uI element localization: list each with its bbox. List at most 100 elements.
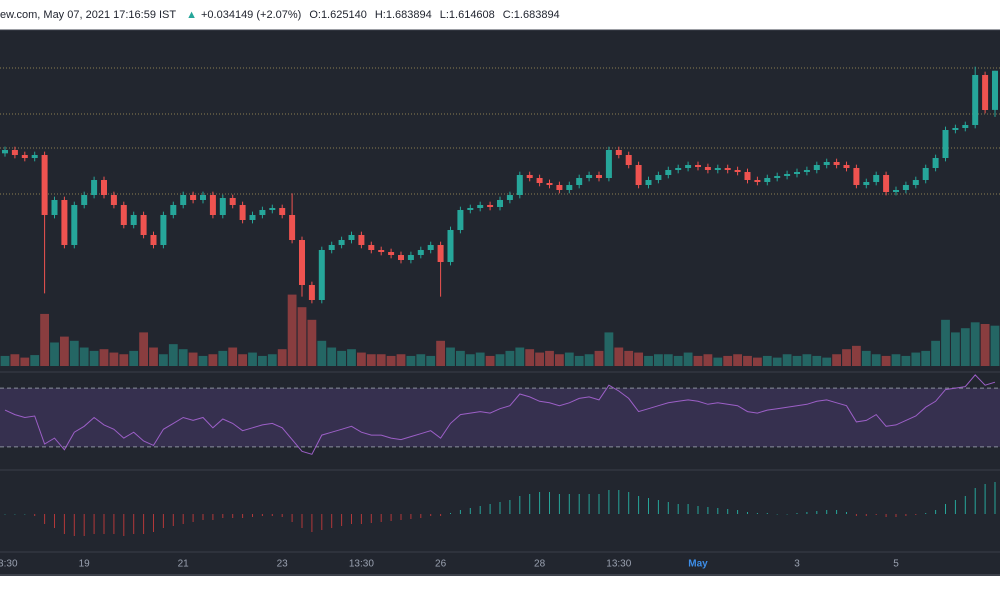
histogram-bar (252, 514, 253, 517)
volume-bar (842, 349, 851, 366)
histogram-bar (618, 490, 620, 514)
volume-bar (376, 354, 386, 366)
histogram-bar (667, 502, 669, 514)
candle-body (813, 165, 820, 170)
volume-bar (475, 352, 485, 366)
histogram-bar (519, 496, 521, 514)
histogram-bar (360, 514, 362, 524)
volume-bar (248, 352, 257, 366)
x-tick-label: 3 (794, 559, 800, 570)
histogram-bar (776, 514, 778, 515)
histogram-bar (459, 510, 461, 514)
volume-bar (277, 349, 287, 366)
histogram-bar (83, 514, 85, 536)
candle-body (190, 195, 197, 200)
histogram-bar (568, 494, 570, 514)
volume-bar (228, 347, 238, 366)
volume-bar (218, 350, 228, 366)
histogram-bar (737, 510, 739, 514)
volume-bar (861, 350, 871, 366)
volume-bar (960, 328, 970, 366)
candle-body (803, 170, 810, 172)
candle-body (982, 75, 989, 110)
histogram-bar (727, 509, 729, 514)
candle-body (516, 175, 523, 195)
histogram-bar (440, 514, 442, 516)
histogram-bar (93, 514, 95, 534)
histogram-bar (281, 514, 283, 517)
volume-bar (951, 332, 960, 366)
candle-body (31, 155, 38, 158)
volume-bar (238, 354, 247, 366)
candle-body (734, 170, 741, 172)
candle-body (744, 172, 751, 180)
volume-bar (208, 354, 218, 366)
volume-bar (871, 354, 881, 366)
histogram-bar (628, 492, 630, 514)
x-tick-label: 13:30 (349, 559, 374, 570)
rsi-band (0, 388, 1000, 447)
candle-body (912, 180, 919, 185)
histogram-bar (826, 510, 828, 514)
volume-bar (693, 355, 703, 366)
change: +0.034149 (+2.07%) (201, 9, 302, 21)
histogram-bar (24, 514, 26, 515)
histogram-bar (242, 514, 244, 518)
volume-bar (802, 354, 812, 366)
volume-bar (198, 355, 208, 366)
volume-bar (79, 347, 89, 366)
histogram-bar (162, 514, 164, 528)
volume-bar (901, 355, 911, 366)
volume-bar (139, 332, 148, 366)
histogram-bar (638, 496, 640, 514)
candle-body (437, 245, 444, 262)
histogram-bar (321, 514, 323, 530)
candle-body (427, 245, 434, 250)
volume-bar (515, 347, 525, 366)
histogram-bar (212, 514, 214, 520)
histogram-bar (54, 514, 55, 528)
histogram-bar (143, 514, 145, 534)
histogram-bar (875, 514, 877, 515)
volume-bar (881, 355, 891, 366)
candle-body (645, 180, 652, 185)
volume-bar (406, 355, 416, 366)
candle-body (685, 165, 692, 168)
histogram-bar (895, 514, 897, 517)
candle-body (992, 70, 998, 110)
histogram-bar (4, 514, 6, 515)
candle-body (348, 235, 355, 240)
histogram-bar (380, 514, 382, 522)
x-tick-label: 13:30 (0, 559, 18, 570)
candle-body (596, 175, 602, 178)
volume-bar (456, 350, 465, 366)
rsi-line (4, 374, 996, 455)
candle-body (388, 252, 395, 255)
volume-bar (762, 355, 772, 366)
candle-body (279, 208, 286, 215)
histogram-bar (756, 513, 758, 514)
volume-bar (60, 336, 69, 366)
histogram-bar (172, 514, 174, 526)
histogram-bar (945, 504, 946, 514)
histogram-bar (222, 514, 224, 518)
volume-bar (654, 354, 663, 366)
ohlc-value: 1.683894 (385, 9, 432, 21)
candle-body (497, 200, 503, 207)
candle-body (130, 215, 137, 225)
ohlc-label: O: (309, 9, 321, 21)
histogram-bar (430, 514, 432, 516)
histogram-bar (964, 496, 966, 514)
histogram-bar (855, 514, 857, 516)
candle-body (219, 198, 226, 215)
histogram-bar (311, 514, 313, 532)
volume-bar (297, 307, 307, 366)
volume-bar (426, 355, 436, 366)
candle-body (893, 190, 899, 192)
histogram-bar (469, 508, 471, 514)
histogram-bar (558, 494, 560, 514)
volume-bar (753, 357, 762, 366)
x-tick-label: 5 (893, 559, 899, 570)
volume-bar (267, 354, 277, 366)
